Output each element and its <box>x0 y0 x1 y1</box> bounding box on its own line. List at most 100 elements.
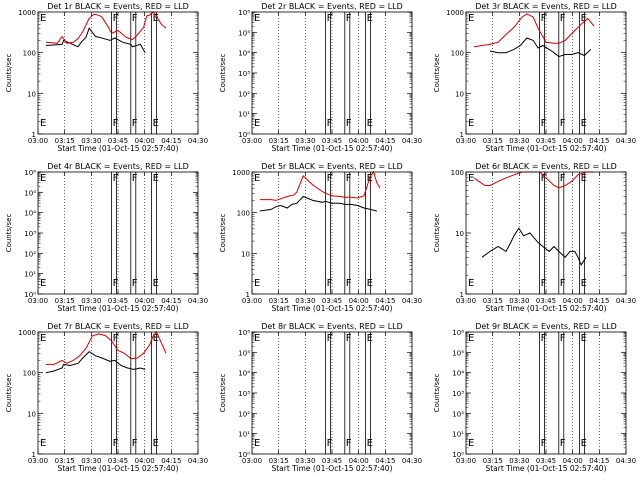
x-tick-label: 04:00 <box>349 297 369 305</box>
y-axis-label: Counts/sec <box>219 374 227 413</box>
x-tick-label: 03:45 <box>536 457 556 465</box>
start-marker-label: E <box>468 278 474 289</box>
panel-7: Det 7r BLACK = Events, RED = LLD Counts/s… <box>5 322 208 473</box>
x-tick-label: 04:30 <box>402 297 422 305</box>
x-tick-label: 04:15 <box>375 297 395 305</box>
panel-8: Det 8r BLACK = Events, RED = LLD Counts/s… <box>219 322 422 473</box>
plot-frame <box>465 331 627 455</box>
event-marker-label: F <box>560 438 566 449</box>
y-tick-label: 10⁰ <box>24 291 36 299</box>
panel-title: Det 5r BLACK = Events, RED = LLD <box>261 162 403 171</box>
y-tick-label: 1 <box>460 131 464 139</box>
x-tick-label: 03:45 <box>322 137 342 145</box>
panel-5: Det 5r BLACK = Events, RED = LLD Counts/s… <box>219 162 422 313</box>
series-black <box>481 227 587 266</box>
event-marker-label-top: F <box>346 13 352 24</box>
x-tick-label: 04:15 <box>375 457 395 465</box>
plot-frame <box>251 331 413 455</box>
event-marker-label: F <box>346 118 352 129</box>
event-marker-label: F <box>327 278 333 289</box>
y-tick-label: 10 <box>241 250 250 258</box>
x-tick-label: 03:45 <box>536 137 556 145</box>
x-tick-label: 04:00 <box>349 457 369 465</box>
event-marker-label: E <box>153 278 159 289</box>
event-marker-label-top: F <box>346 173 352 184</box>
event-marker-label: E <box>367 438 373 449</box>
start-marker-label: E <box>254 118 260 129</box>
plot-frame <box>37 171 199 295</box>
start-marker-label: E <box>254 438 260 449</box>
event-marker-label: F <box>113 118 119 129</box>
event-marker-label: F <box>327 118 333 129</box>
event-marker-label: E <box>153 438 159 449</box>
x-tick-label: 03:00 <box>28 137 48 145</box>
event-marker-label-top: F <box>541 333 547 344</box>
x-tick-label: 03:15 <box>483 457 503 465</box>
x-tick-label: 04:00 <box>349 137 369 145</box>
x-axis-label: Start Time (01-Oct-15 02:57:40) <box>271 304 392 313</box>
event-marker-label-top: E <box>153 13 159 24</box>
x-tick-label: 04:30 <box>188 137 208 145</box>
x-tick-label: 03:15 <box>55 457 75 465</box>
x-tick-label: 04:15 <box>589 137 609 145</box>
x-tick-label: 03:00 <box>456 457 476 465</box>
y-tick-label: 10⁴ <box>238 50 250 58</box>
start-marker-label: E <box>254 333 260 344</box>
y-tick-label: 10¹ <box>238 111 250 119</box>
event-marker-label-top: F <box>560 13 566 24</box>
panel-title: Det 6r BLACK = Events, RED = LLD <box>475 162 617 171</box>
y-tick-label: 10 <box>27 90 36 98</box>
event-marker-label-top: E <box>581 173 587 184</box>
x-tick-label: 04:15 <box>161 137 181 145</box>
panel-3: Det 3r BLACK = Events, RED = LLD Counts/s… <box>433 2 636 153</box>
x-tick-label: 03:30 <box>81 457 101 465</box>
y-tick-label: 10² <box>24 250 36 258</box>
x-tick-label: 03:45 <box>322 297 342 305</box>
series-red <box>473 171 594 189</box>
event-marker-label: F <box>541 118 547 129</box>
start-marker-label: E <box>468 333 474 344</box>
x-tick-label: 04:00 <box>563 297 583 305</box>
x-tick-label: 04:15 <box>161 297 181 305</box>
series-black <box>489 37 592 58</box>
x-tick-label: 03:30 <box>81 297 101 305</box>
x-tick-label: 03:15 <box>483 137 503 145</box>
x-tick-label: 03:15 <box>55 297 75 305</box>
x-tick-label: 03:00 <box>456 297 476 305</box>
y-tick-label: 1 <box>32 451 36 459</box>
event-marker-label-top: F <box>346 333 352 344</box>
x-axis-label: Start Time (01-Oct-15 02:57:40) <box>485 304 606 313</box>
series-red <box>473 13 595 48</box>
event-marker-label: F <box>541 278 547 289</box>
event-marker-label-top: F <box>541 173 547 184</box>
x-tick-label: 04:00 <box>563 457 583 465</box>
event-marker-label: F <box>113 438 119 449</box>
x-tick-label: 04:00 <box>563 137 583 145</box>
y-tick-label: 10¹ <box>452 431 464 439</box>
y-tick-label: 1000 <box>18 329 36 337</box>
x-tick-label: 03:45 <box>536 297 556 305</box>
x-tick-label: 03:30 <box>509 297 529 305</box>
y-tick-label: 1000 <box>446 9 464 17</box>
start-marker-label: E <box>40 278 46 289</box>
x-tick-label: 03:15 <box>483 297 503 305</box>
event-marker-label-top: F <box>132 13 138 24</box>
y-tick-label: 10⁶ <box>24 169 36 177</box>
event-marker-label-top: F <box>327 333 333 344</box>
y-tick-label: 10⁰ <box>452 451 464 459</box>
x-tick-label: 03:30 <box>81 137 101 145</box>
event-marker-label: E <box>581 438 587 449</box>
x-tick-label: 03:00 <box>242 137 262 145</box>
y-tick-label: 10⁵ <box>452 349 464 357</box>
y-tick-label: 10⁰ <box>238 451 250 459</box>
y-axis-label: Counts/sec <box>219 214 227 253</box>
x-tick-label: 03:30 <box>509 457 529 465</box>
start-marker-label: E <box>468 13 474 24</box>
panel-title: Det 4r BLACK = Events, RED = LLD <box>47 162 189 171</box>
x-axis-label: Start Time (01-Oct-15 02:57:40) <box>485 464 606 473</box>
y-tick-label: 10⁶ <box>238 9 250 17</box>
x-axis-label: Start Time (01-Oct-15 02:57:40) <box>57 304 178 313</box>
y-tick-label: 10³ <box>238 390 250 398</box>
event-marker-label-top: F <box>113 333 119 344</box>
y-tick-label: 10 <box>27 410 36 418</box>
